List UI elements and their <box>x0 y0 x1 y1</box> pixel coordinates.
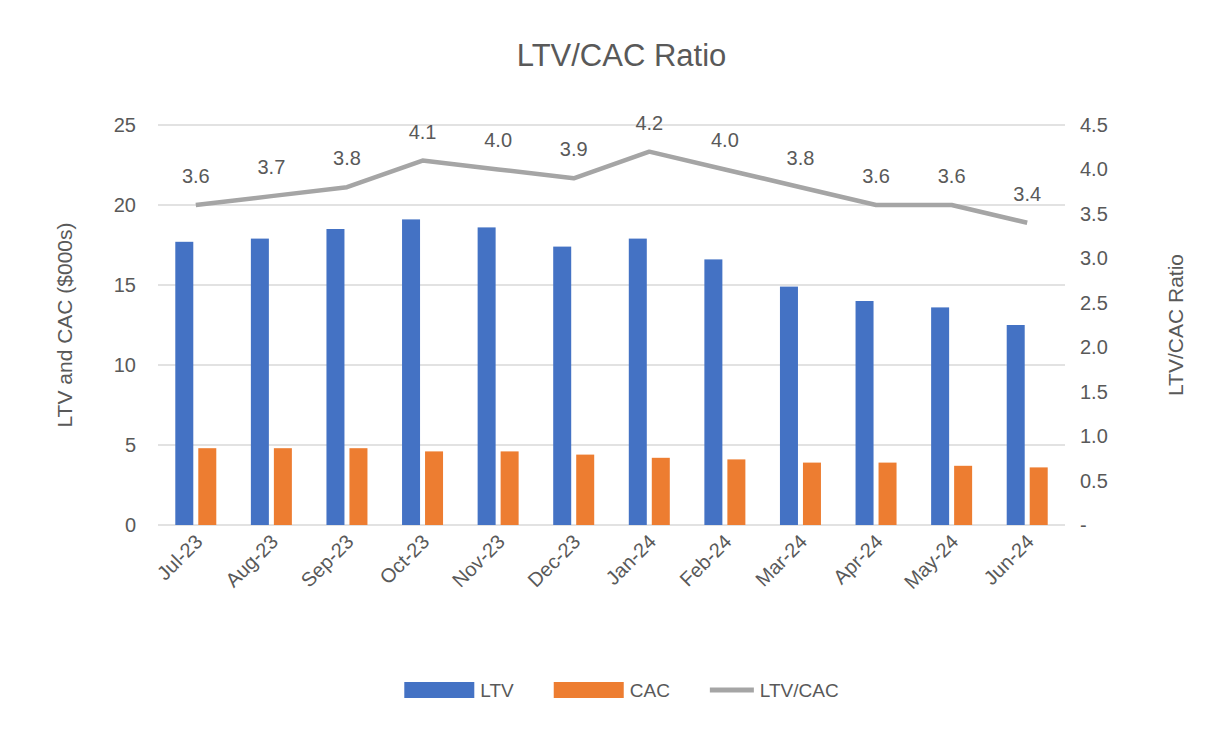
bar <box>198 448 216 525</box>
data-label: 4.0 <box>484 129 512 151</box>
data-label: 3.9 <box>560 138 588 160</box>
legend-swatch <box>554 682 624 698</box>
title: LTV/CAC Ratio <box>517 38 727 73</box>
grid-line <box>158 524 1065 526</box>
y2-tick-label: 2.5 <box>1080 292 1108 314</box>
data-label: 3.4 <box>1013 183 1041 205</box>
y-tick-label: 25 <box>114 114 136 136</box>
bar <box>954 466 972 525</box>
x-tick-label: Mar-24 <box>751 530 811 590</box>
data-label: 4.2 <box>635 112 663 134</box>
y-tick-label: 15 <box>114 274 136 296</box>
bar <box>652 458 670 525</box>
x-tick-label: Apr-24 <box>829 530 887 588</box>
bar <box>349 448 367 525</box>
bar <box>879 463 897 525</box>
grid-line <box>158 284 1065 286</box>
chart: LTV/CAC Ratio 0 5 10 15 20 25 - 0.5 1.0 1.5 2.0 2.5 3… <box>0 0 1231 737</box>
y2-tick-label: 1.5 <box>1080 381 1108 403</box>
legend-swatch <box>710 688 754 693</box>
data-label: 4.0 <box>711 129 739 151</box>
bar <box>704 259 722 525</box>
y2-tick-label: 3.0 <box>1080 247 1108 269</box>
bar <box>425 451 443 525</box>
bar <box>553 247 571 525</box>
bar <box>803 463 821 525</box>
bar <box>727 459 745 525</box>
x-tick-label: Jan-24 <box>601 530 660 589</box>
y2-tick-label: 0.5 <box>1080 470 1108 492</box>
x-tick-label: Jun-24 <box>979 530 1038 589</box>
bar <box>274 448 292 525</box>
bar <box>251 239 269 525</box>
data-label: 3.8 <box>333 147 361 169</box>
data-label: 3.6 <box>182 165 210 187</box>
x-tick-label: Nov-23 <box>448 530 509 591</box>
legend-label: LTV <box>480 680 514 701</box>
x-tick-label: Jul-23 <box>153 530 207 584</box>
y2-tick-label: 3.5 <box>1080 203 1108 225</box>
y-tick-label: 5 <box>125 434 136 456</box>
y2-tick-label: 4.5 <box>1080 114 1108 136</box>
bar <box>780 287 798 525</box>
grid-line <box>158 444 1065 446</box>
bar <box>576 455 594 525</box>
bar <box>402 219 420 525</box>
y2-tick-label: 2.0 <box>1080 336 1108 358</box>
legend-label: LTV/CAC <box>760 680 839 701</box>
bar <box>931 307 949 525</box>
x-tick-label: Dec-23 <box>523 530 584 591</box>
bar <box>1030 467 1048 525</box>
x-tick-label: May-24 <box>900 530 963 593</box>
grid-line <box>158 124 1065 126</box>
marks <box>175 152 1047 525</box>
data-label: 3.7 <box>257 156 285 178</box>
bar <box>501 451 519 525</box>
bar <box>326 229 344 525</box>
legend: LTV CAC LTV/CAC <box>404 680 838 701</box>
bar <box>1007 325 1025 525</box>
line <box>196 152 1027 223</box>
y-tick-label: 20 <box>114 194 136 216</box>
y-axis-label: LTV and CAC ($000s) <box>53 222 76 427</box>
y-tick-label: 0 <box>125 514 136 536</box>
y-tick-label: 10 <box>114 354 136 376</box>
y2-axis-label: LTV/CAC Ratio <box>1164 254 1187 396</box>
x-tick-label: Oct-23 <box>375 530 433 588</box>
grid-line <box>158 364 1065 366</box>
data-labels: 3.6 3.7 3.8 4.1 4.0 3.9 4.2 4.0 3.8 3.6 3.6 3.4 <box>182 112 1041 205</box>
y2-tick-label: 4.0 <box>1080 158 1108 180</box>
data-label: 3.6 <box>938 165 966 187</box>
data-label: 3.6 <box>862 165 890 187</box>
data-label: 4.1 <box>409 121 437 143</box>
bar <box>856 301 874 525</box>
x-tick-label: Feb-24 <box>675 530 735 590</box>
bar <box>478 227 496 525</box>
x-tick-label: Aug-23 <box>221 530 282 591</box>
x-tick-label: Sep-23 <box>297 530 358 591</box>
y2-tick-label: 1.0 <box>1080 425 1108 447</box>
bar <box>175 242 193 525</box>
legend-label: CAC <box>630 680 670 701</box>
bar <box>629 239 647 525</box>
data-label: 3.8 <box>787 147 815 169</box>
legend-swatch <box>404 682 474 698</box>
y2-tick-label: - <box>1080 514 1087 536</box>
